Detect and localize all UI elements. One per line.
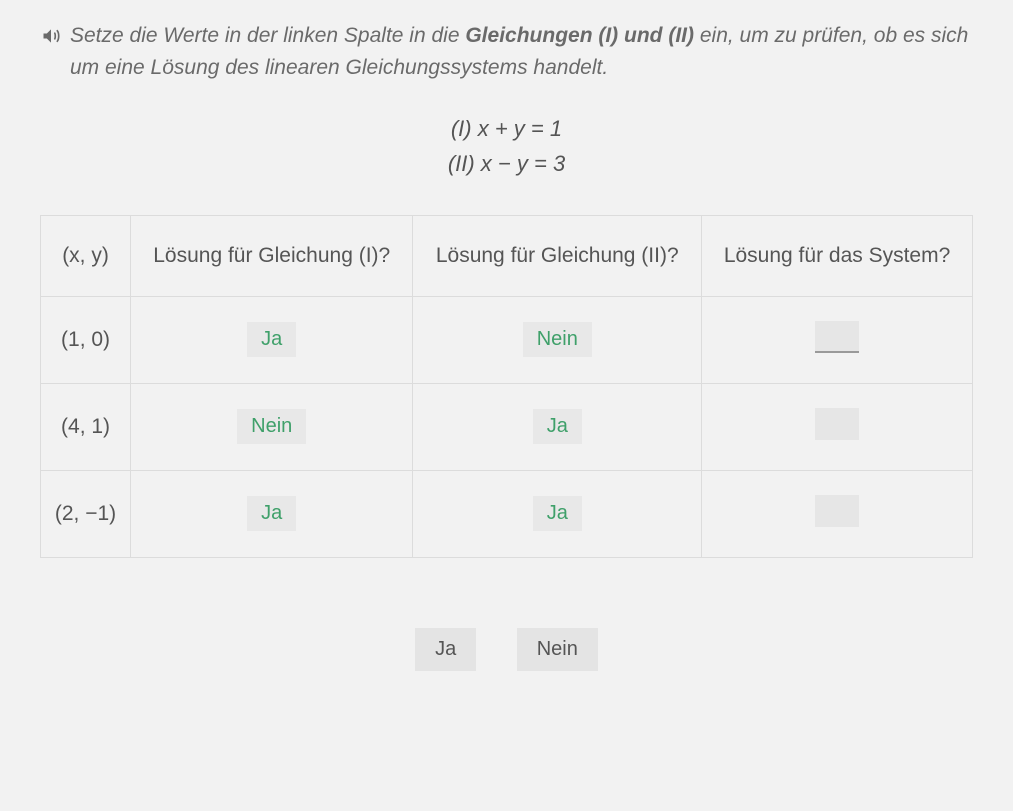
pair-cell: (4, 1) [41,383,131,470]
header-sys: Lösung für das System? [702,216,973,297]
answer-cell: Ja [131,470,413,557]
drop-slot[interactable] [815,495,859,527]
answer-chip: Ja [533,496,582,531]
pair-cell: (2, −1) [41,470,131,557]
answer-cell: Ja [413,470,702,557]
table-header-row: (x, y) Lösung für Gleichung (I)? Lösung … [41,216,973,297]
drop-cell[interactable] [702,470,973,557]
equation-2: (II) x − y = 3 [40,146,973,181]
equation-1: (I) x + y = 1 [40,111,973,146]
answer-chip: Ja [247,496,296,531]
header-pair: (x, y) [41,216,131,297]
instruction-block: Setze die Werte in der linken Spalte in … [40,20,973,83]
answer-chip: Nein [523,322,592,357]
solutions-table: (x, y) Lösung für Gleichung (I)? Lösung … [40,215,973,558]
answer-cell: Ja [413,383,702,470]
option-no[interactable]: Nein [517,628,598,671]
pair-cell: (1, 0) [41,296,131,383]
table-row: (1, 0) Ja Nein [41,296,973,383]
header-eq1: Lösung für Gleichung (I)? [131,216,413,297]
table-row: (4, 1) Nein Ja [41,383,973,470]
drop-slot[interactable] [815,321,859,353]
instruction-pre: Setze die Werte in der linken Spalte in … [70,24,465,47]
instruction-text: Setze die Werte in der linken Spalte in … [70,20,973,83]
header-eq2: Lösung für Gleichung (II)? [413,216,702,297]
drop-slot[interactable] [815,408,859,440]
answer-cell: Ja [131,296,413,383]
equations-block: (I) x + y = 1 (II) x − y = 3 [40,111,973,181]
table-row: (2, −1) Ja Ja [41,470,973,557]
answer-chip: Ja [533,409,582,444]
drop-cell[interactable] [702,383,973,470]
option-yes[interactable]: Ja [415,628,476,671]
instruction-bold: Gleichungen (I) und (II) [465,24,694,47]
options-row: Ja Nein [40,628,973,671]
speaker-icon[interactable] [40,24,62,83]
answer-chip: Ja [247,322,296,357]
answer-cell: Nein [413,296,702,383]
drop-cell[interactable] [702,296,973,383]
answer-cell: Nein [131,383,413,470]
answer-chip: Nein [237,409,306,444]
